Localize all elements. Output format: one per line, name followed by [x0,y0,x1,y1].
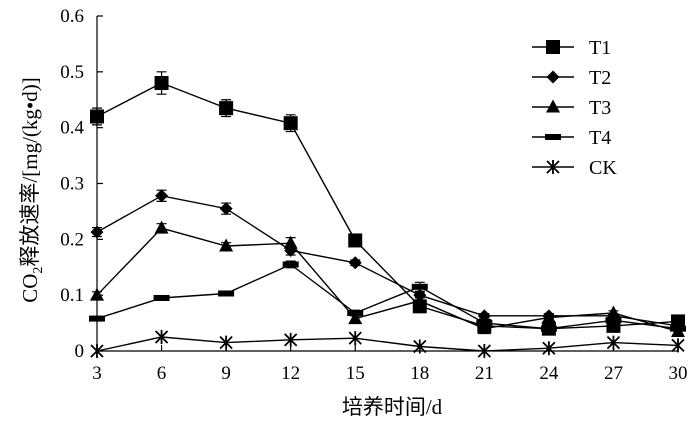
y-axis-title: CO2释放速率/[mg/(kg•d)] [18,77,46,303]
data-point-t4 [89,315,105,322]
data-point-t4 [540,325,557,332]
data-point-t3 [90,287,104,301]
x-tick-label: 15 [346,363,365,384]
data-point-t4 [282,261,299,268]
x-tick-label: 12 [281,363,300,384]
legend-marker-t3 [546,99,560,113]
data-point-t2 [348,256,362,270]
data-point-t3 [348,311,363,325]
data-point-ck [671,338,685,353]
data-point-ck [542,341,556,356]
series-line-t1 [96,82,679,330]
series-line-ck [96,336,679,352]
data-point-ck [413,339,427,354]
y-axis-title-rest: 释放速率/[mg/(kg•d)] [18,77,42,266]
y-tick-label: 0 [75,341,85,362]
data-point-t3 [219,238,234,252]
y-tick-label: 0.1 [60,285,84,306]
data-point-t4 [411,283,428,290]
data-point-ck [606,335,621,350]
data-point-ck [219,335,233,350]
legend-label-t3: T3 [589,97,611,119]
data-point-t4 [153,294,170,301]
data-point-ck [154,330,169,345]
data-point-t2 [90,225,104,239]
y-tick-label: 0.3 [60,174,84,195]
data-point-t4 [670,325,686,332]
data-point-t3 [541,310,556,323]
legend-label-t4: T4 [589,127,611,149]
series-line-t4 [96,263,679,330]
data-point-t3 [283,235,298,249]
data-point-t1 [154,76,169,90]
legend: T1 T2 T3 T4 CK [532,37,617,179]
legend-label-t2: T2 [589,67,611,89]
data-point-t2 [477,309,491,323]
data-point-ck [348,331,362,346]
data-point-t3 [412,293,427,307]
y-axis-title-co: CO [18,274,42,303]
y-tick-label: 0.6 [60,6,84,27]
data-point-t4 [605,317,622,324]
legend-marker-ck [546,160,560,174]
x-tick-label: 24 [539,363,559,384]
y-tick-label: 0.4 [60,118,84,139]
data-point-t2 [219,202,233,216]
legend-marker-t2 [546,70,560,84]
data-point-t4 [218,290,235,297]
legend-label-ck: CK [589,157,617,179]
x-tick-label: 18 [410,363,429,384]
data-point-t4 [347,310,364,317]
plot-area [89,71,686,358]
y-tick-label: 0.2 [60,229,84,250]
data-point-t1 [219,101,234,116]
series-line-t3 [96,227,679,333]
legend-marker-t4 [545,134,561,140]
x-tick-label: 21 [475,363,494,384]
data-point-t1 [283,116,298,131]
data-point-t3 [477,321,492,335]
x-axis-title: 培养时间/d [342,395,443,419]
data-point-t3 [154,220,169,234]
data-point-t4 [476,320,493,327]
x-tick-label: 6 [157,363,167,384]
x-tick-label: 27 [604,363,623,384]
x-tick-label: 3 [92,363,102,384]
data-point-t1 [348,233,363,248]
legend-marker-t1 [546,40,560,54]
series-line-t2 [96,195,679,327]
data-point-ck [90,344,104,358]
data-point-t3 [606,305,621,319]
legend-label-t1: T1 [589,37,611,59]
axes: 0 0.1 0.2 0.3 0.4 0.5 0.6 3 6 9 12 15 18 21 24 27 30 [60,6,687,384]
data-point-ck [284,332,298,347]
data-point-t2 [155,189,169,203]
y-tick-label: 0.5 [60,62,84,83]
data-point-ck [477,344,491,358]
data-point-t1 [90,109,104,124]
y-axis-title-subscript: 2 [31,267,46,274]
x-tick-label: 9 [221,363,231,384]
x-tick-label: 30 [669,363,688,384]
